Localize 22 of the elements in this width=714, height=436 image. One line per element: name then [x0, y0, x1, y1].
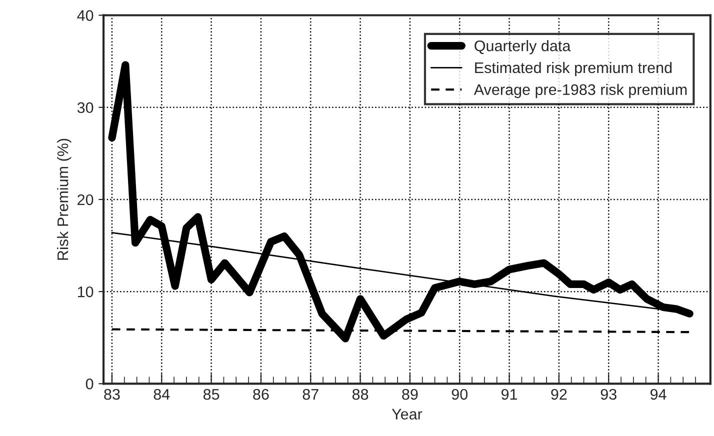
x-tick-label: 93 — [600, 388, 616, 400]
x-tick-label: 91 — [502, 388, 518, 400]
x-tick-label: 85 — [203, 388, 220, 400]
x-tick-label: 87 — [302, 388, 318, 400]
x-tick-label: 89 — [402, 388, 418, 400]
y-tick-label: 10 — [78, 286, 94, 298]
legend-label: Quarterly data — [474, 40, 571, 54]
y-tick-label: 0 — [86, 378, 94, 390]
x-tick-label: 84 — [154, 388, 170, 400]
legend-label: Estimated risk premium trend — [475, 62, 672, 76]
y-tick-label: 40 — [77, 10, 94, 21]
y-tick-label: 20 — [78, 194, 94, 206]
legend-label: Average pre-1983 risk premium — [474, 84, 687, 98]
y-tick-label: 30 — [77, 102, 94, 114]
x-tick-label: 88 — [352, 388, 368, 400]
x-tick-label: 90 — [452, 388, 468, 400]
y-axis-title: Risk Premium (%) — [57, 138, 72, 260]
x-tick-label: 86 — [253, 388, 269, 400]
x-axis-title: Year — [392, 408, 422, 420]
x-tick-label: 94 — [650, 388, 666, 400]
x-tick-label: 83 — [104, 388, 120, 400]
x-tick-label: 92 — [551, 388, 567, 400]
